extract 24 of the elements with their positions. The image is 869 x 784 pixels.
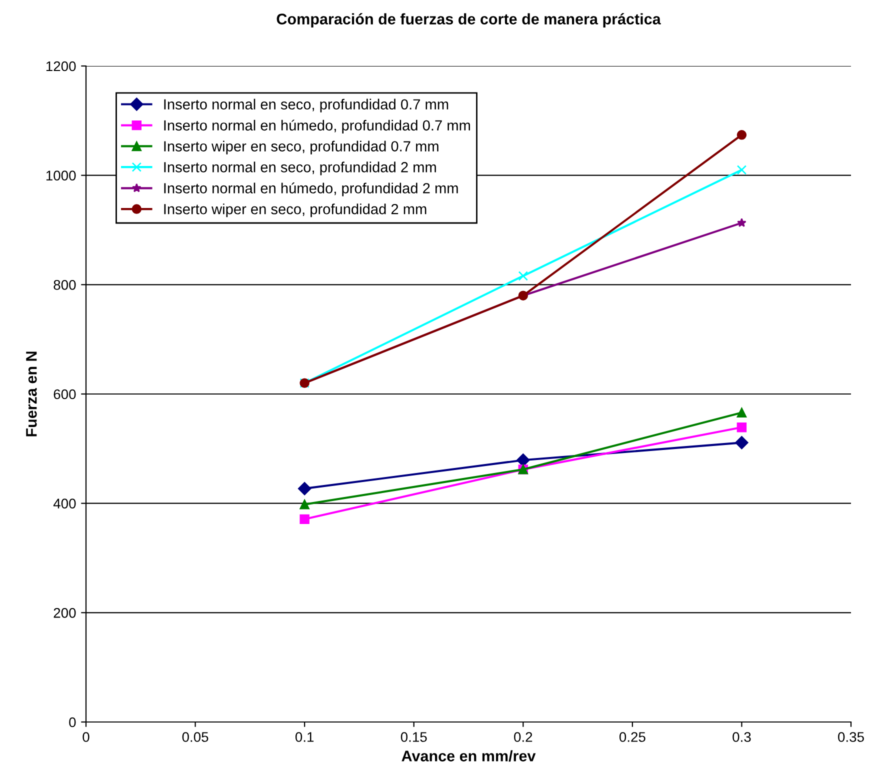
chart-title: Comparación de fuerzas de corte de manera práctica bbox=[276, 13, 661, 28]
x-tick-label: 0.25 bbox=[619, 732, 646, 742]
y-tick-label: 600 bbox=[54, 389, 76, 400]
legend-label: Inserto normal en húmedo, profundidad 2 mm bbox=[164, 182, 458, 196]
y-axis-title: Fuerza en N bbox=[26, 352, 37, 436]
y-tick-label: 1200 bbox=[46, 61, 76, 72]
x-tick-label: 0.35 bbox=[838, 732, 864, 742]
y-tick-label: 1000 bbox=[46, 170, 76, 181]
legend-label: Inserto wiper en seco, profundidad 2 mm bbox=[164, 204, 426, 218]
x-tick-label: 0 bbox=[82, 732, 90, 742]
x-tick-label: 0.1 bbox=[295, 732, 314, 742]
y-tick-label: 200 bbox=[54, 608, 76, 618]
x-axis-title: Avance en mm/rev bbox=[402, 750, 536, 762]
legend-label: Inserto normal en húmedo, profundidad 0.7 mm bbox=[164, 120, 470, 134]
legend-label: Inserto normal en seco, profundidad 2 mm bbox=[164, 162, 436, 176]
x-tick-label: 0.3 bbox=[732, 732, 751, 742]
legend-label: Inserto normal en seco, profundidad 0.7 mm bbox=[164, 98, 448, 112]
y-tick-label: 0 bbox=[69, 717, 76, 728]
y-tick-label: 400 bbox=[53, 498, 76, 509]
legend-label: Inserto wiper en seco, profundidad 0.7 mm bbox=[164, 140, 438, 154]
x-tick-label: 0.05 bbox=[182, 732, 208, 742]
x-tick-label: 0.15 bbox=[400, 732, 427, 742]
x-tick-label: 0.2 bbox=[514, 732, 532, 742]
y-tick-label: 800 bbox=[54, 280, 76, 290]
